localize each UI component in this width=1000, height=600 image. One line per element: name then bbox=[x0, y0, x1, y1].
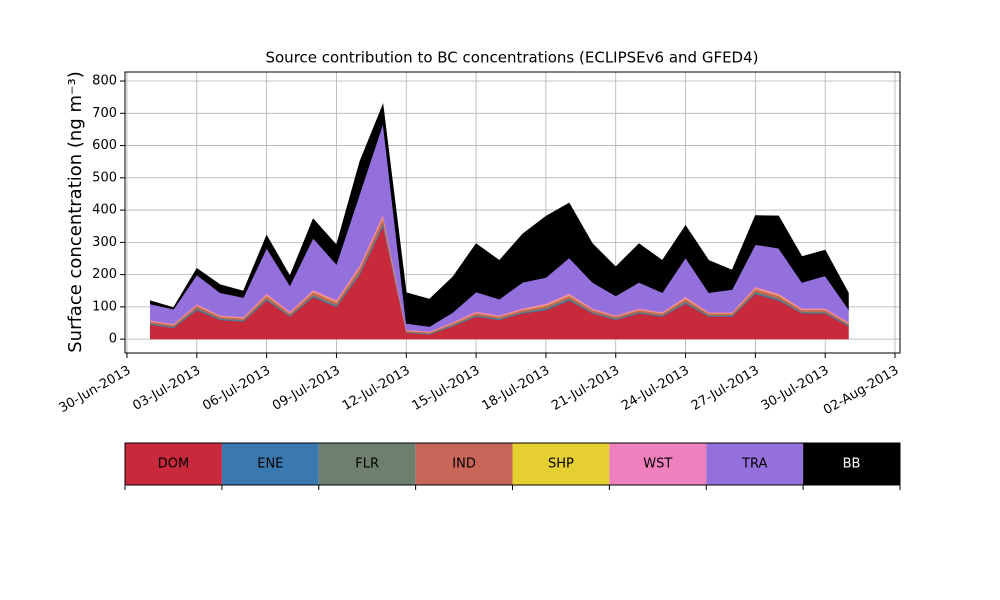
x-tick-label: 18-Jul-2013 bbox=[479, 363, 552, 414]
legend-swatch bbox=[221, 443, 319, 485]
y-tick-label: 700 bbox=[92, 106, 117, 121]
y-tick-label: 200 bbox=[92, 267, 117, 282]
legend-swatch bbox=[125, 443, 222, 485]
legend-swatch bbox=[415, 443, 513, 485]
plot-area: 0 100 200 300 400 500 600 700 800 30-Jun-201303-J… bbox=[57, 71, 901, 418]
legend-label: DOM bbox=[158, 457, 189, 472]
y-tick-label: 0 bbox=[109, 332, 117, 347]
y-tick-label: 800 bbox=[92, 74, 117, 89]
legend-label: FLR bbox=[355, 457, 379, 472]
legend-swatch bbox=[609, 443, 707, 485]
y-axis-label: Surface concentration (ng m⁻³) bbox=[65, 71, 86, 353]
legend-swatch bbox=[318, 443, 416, 485]
y-tick-label: 300 bbox=[92, 235, 117, 250]
legend-swatch bbox=[803, 443, 900, 485]
legend-label: IND bbox=[452, 457, 476, 472]
x-tick-label: 09-Jul-2013 bbox=[270, 363, 343, 414]
legend-label: WST bbox=[643, 457, 672, 472]
legend-label: TRA bbox=[741, 457, 767, 472]
legend-label: BB bbox=[843, 457, 861, 472]
y-tick-label: 500 bbox=[92, 170, 117, 185]
x-tick-label: 24-Jul-2013 bbox=[619, 363, 692, 414]
legend-swatch bbox=[512, 443, 610, 485]
chart-title: Source contribution to BC concentrations… bbox=[265, 49, 758, 67]
legend-label: SHP bbox=[548, 457, 574, 472]
x-tick-label: 21-Jul-2013 bbox=[549, 363, 622, 414]
x-tick-label: 30-Jun-2013 bbox=[57, 363, 134, 416]
legend-label: ENE bbox=[257, 457, 283, 472]
x-tick-label: 15-Jul-2013 bbox=[410, 363, 483, 414]
y-tick-label: 400 bbox=[92, 203, 117, 218]
x-tick-label: 27-Jul-2013 bbox=[689, 363, 762, 414]
legend-swatch bbox=[706, 443, 804, 485]
x-tick-label: 02-Aug-2013 bbox=[821, 363, 901, 418]
y-tick-label: 100 bbox=[92, 299, 117, 314]
x-tick-label: 03-Jul-2013 bbox=[130, 363, 203, 414]
x-tick-label: 06-Jul-2013 bbox=[200, 363, 273, 414]
legend: DOM ENE FLR IND SHP WST TRA BB bbox=[124, 442, 901, 490]
x-tick-label: 12-Jul-2013 bbox=[340, 363, 413, 414]
plot-frame bbox=[124, 71, 901, 354]
area bbox=[149, 103, 849, 327]
y-tick-label: 600 bbox=[92, 138, 117, 153]
